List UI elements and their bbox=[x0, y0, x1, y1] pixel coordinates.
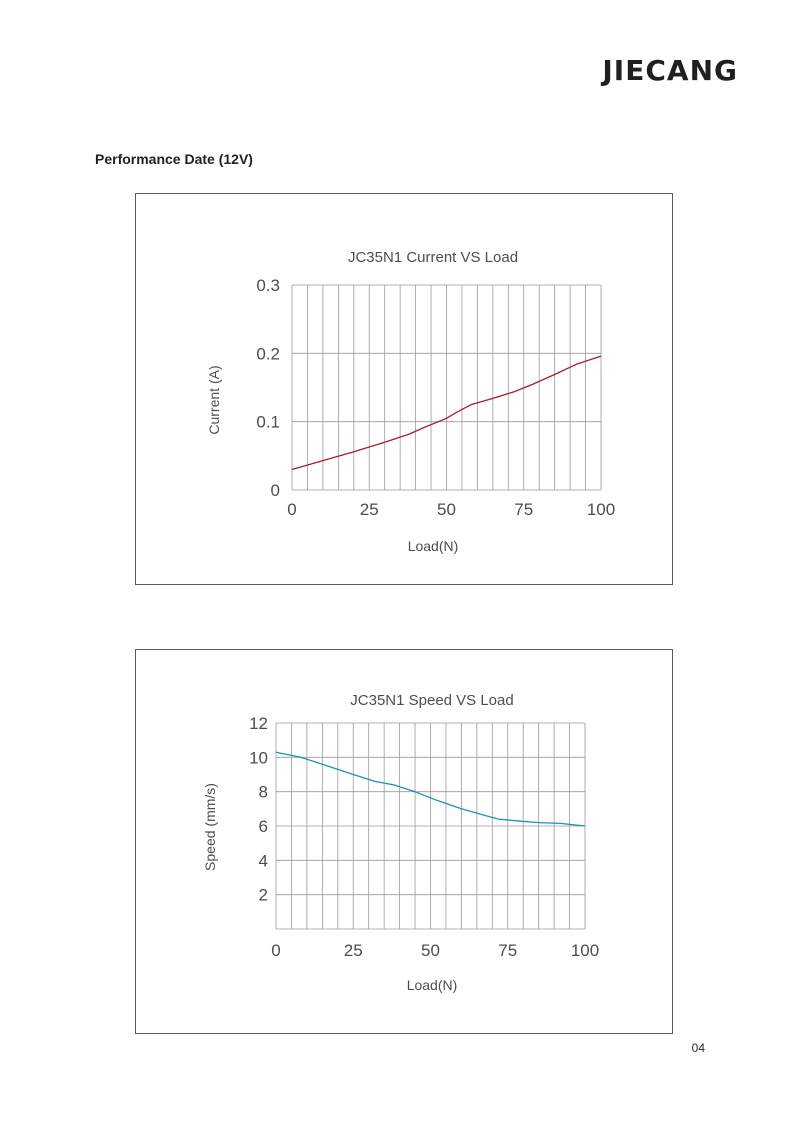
y-tick-label: 0 bbox=[271, 481, 280, 500]
x-tick-label: 100 bbox=[571, 941, 599, 960]
section-title: Performance Date (12V) bbox=[95, 151, 253, 167]
chart-title: JC35N1 Speed VS Load bbox=[350, 692, 513, 709]
x-axis-label: Load(N) bbox=[407, 977, 458, 993]
y-tick-label: 8 bbox=[259, 783, 268, 802]
y-tick-label: 0.2 bbox=[256, 344, 280, 363]
x-tick-label: 75 bbox=[514, 500, 533, 519]
x-tick-label: 50 bbox=[437, 500, 456, 519]
series-line bbox=[275, 751, 586, 827]
x-tick-label: 100 bbox=[587, 500, 615, 519]
x-tick-label: 0 bbox=[271, 941, 280, 960]
y-tick-label: 10 bbox=[249, 748, 268, 767]
page-number: 04 bbox=[691, 1041, 705, 1055]
y-tick-label: 0.1 bbox=[256, 413, 280, 432]
x-tick-label: 25 bbox=[360, 500, 379, 519]
series-line bbox=[291, 355, 602, 471]
x-tick-label: 25 bbox=[344, 941, 363, 960]
x-tick-label: 75 bbox=[498, 941, 517, 960]
brand-logo: JIECANG bbox=[602, 54, 738, 87]
y-tick-label: 12 bbox=[249, 714, 268, 733]
y-tick-label: 4 bbox=[259, 851, 268, 870]
speed-vs-load-chart: JC35N1 Speed VS Load 2 4 6 8 10 12 0 25 50 75 100 Lo… bbox=[135, 649, 673, 1034]
y-tick-label: 6 bbox=[259, 817, 268, 836]
current-vs-load-svg: JC35N1 Current VS Load 0 0.1 0.2 0.3 0 25 50 75 1… bbox=[206, 249, 615, 554]
x-tick-label: 50 bbox=[421, 941, 440, 960]
y-axis-label: Current (A) bbox=[206, 365, 222, 434]
chart-title: JC35N1 Current VS Load bbox=[348, 249, 518, 266]
y-axis-label: Speed (mm/s) bbox=[202, 783, 218, 871]
x-axis-label: Load(N) bbox=[408, 538, 459, 554]
y-tick-label: 2 bbox=[259, 886, 268, 905]
speed-vs-load-svg: JC35N1 Speed VS Load 2 4 6 8 10 12 0 25 50 75 100 Lo… bbox=[202, 692, 599, 993]
y-tick-label: 0.3 bbox=[256, 276, 280, 295]
current-vs-load-chart: JC35N1 Current VS Load 0 0.1 0.2 0.3 0 25 50 75 1… bbox=[135, 193, 673, 585]
x-tick-label: 0 bbox=[287, 500, 296, 519]
